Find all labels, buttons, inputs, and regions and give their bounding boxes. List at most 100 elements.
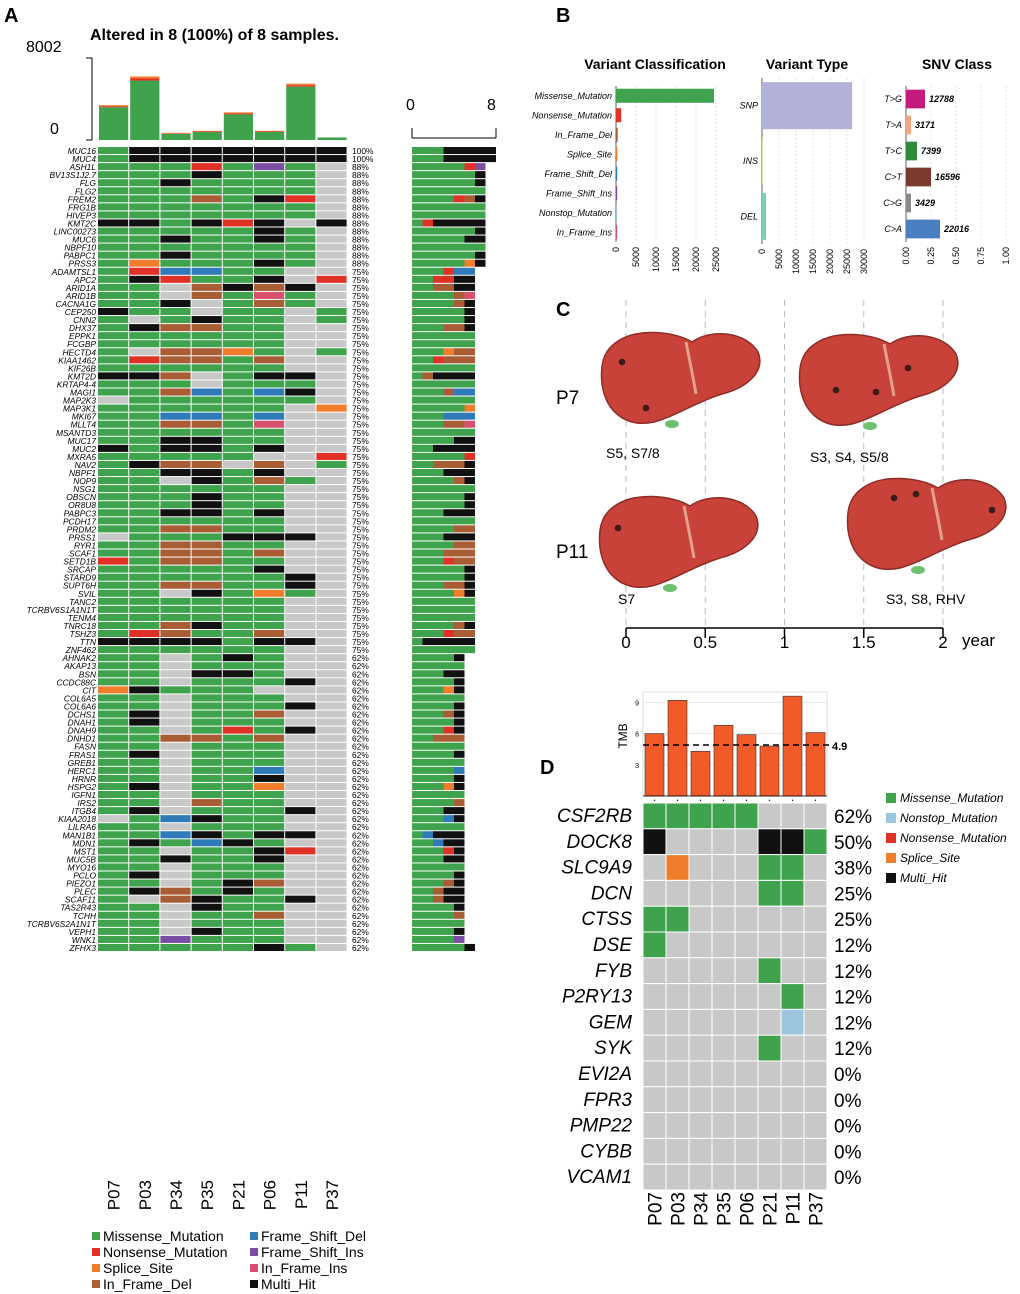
side-bar-segment [464,299,475,307]
mutation-cell [254,581,285,589]
mutation-cell [734,983,759,1010]
axis-tick-label: 10000 [651,247,661,272]
mutation-cell [780,1086,805,1114]
mutation-cell [129,734,160,742]
mutation-cell [160,533,191,541]
mutation-cell [191,493,222,501]
gene-label: NBPF10 [64,243,96,253]
side-bar-segment [443,710,454,718]
mutation-cell [222,646,253,654]
side-bar-segment [412,887,433,895]
mutation-cell [316,935,347,943]
mutation-cell [222,879,253,887]
mutation-cell [316,670,347,678]
side-bar-segment [443,847,454,855]
mutation-cell [688,957,713,985]
gene-label: VCAM1 [567,1167,632,1188]
mutation-cell [222,605,253,613]
mutation-cell [254,758,285,766]
sample-label: P21 [229,1180,248,1210]
side-bar-segment [464,195,475,203]
mutation-cell [254,364,285,372]
mutation-cell [285,187,316,195]
sample-label: P03 [136,1180,155,1210]
mutation-cell [129,613,160,621]
side-bar-segment [412,791,465,799]
mutation-cell [254,638,285,646]
mutation-cell [316,251,347,259]
side-bar-segment [454,927,465,935]
mutation-cell [316,871,347,879]
mutation-cell [254,702,285,710]
mutation-cell [757,879,782,907]
mutation-cell [688,931,713,959]
side-bar-segment [464,477,475,485]
mutation-cell [191,710,222,718]
mutation-cell [222,187,253,195]
side-bar-segment [412,613,475,621]
side-bar-segment [412,557,444,565]
mutation-cell [98,694,129,702]
side-bar-segment [454,710,465,718]
mutation-cell [316,501,347,509]
gene-percent: 75% [352,629,369,639]
gallbladder [911,566,925,574]
mutation-cell [191,726,222,734]
axis-tick-label: 5000 [774,249,784,269]
mutation-cell [316,847,347,855]
mutation-cell [160,702,191,710]
mutation-cell [285,485,316,493]
mutation-cell [98,815,129,823]
mutation-cell [98,267,129,275]
category-label: Nonsense_Mutation [532,110,612,120]
mutation-cell [160,324,191,332]
mutation-cell [160,356,191,364]
gene-percent: 88% [352,210,369,220]
panel-label-c: C [556,299,570,321]
mutation-cell [98,638,129,646]
legend-label: Multi_Hit [900,871,947,885]
mutation-cell [191,621,222,629]
mutation-cell [285,742,316,750]
side-bar-segment [412,758,465,766]
tmb-dot: • [654,798,656,804]
mutation-cell [254,356,285,364]
mutation-cell [160,259,191,267]
mutation-cell [98,364,129,372]
mutation-cell [160,299,191,307]
lesion-dot [614,524,622,532]
mutation-cell [642,802,667,830]
mutation-cell [254,927,285,935]
gene-percent: 75% [352,613,369,623]
mutation-cell [285,638,316,646]
mutation-cell [129,259,160,267]
patient-label: P11 [556,542,588,563]
gene-label: CTSS [581,909,632,930]
mutation-cell [160,750,191,758]
mutation-cell [191,227,222,235]
gene-percent: 0% [834,1117,862,1138]
mutation-cell [160,251,191,259]
mutation-cell [642,1112,667,1139]
mutation-cell [98,871,129,879]
mutation-cell [222,871,253,879]
side-bar-segment [412,831,423,839]
gene-label: MDN1 [72,838,96,848]
gene-percent: 75% [352,581,369,591]
mutation-cell [665,905,690,933]
mutation-cell [129,356,160,364]
gene-label: IRS2 [77,798,96,808]
mutation-cell [191,823,222,831]
mutation-cell [757,802,782,830]
mutation-cell [98,388,129,396]
mutation-cell [160,316,191,324]
mutation-cell [160,758,191,766]
mutation-cell [642,983,667,1010]
mutation-cell [191,163,222,171]
mutation-cell [191,533,222,541]
mutation-cell [191,855,222,863]
side-bar-segment [454,935,465,943]
mutation-cell [285,654,316,662]
side-bar-segment [464,259,475,267]
mutation-cell [191,412,222,420]
